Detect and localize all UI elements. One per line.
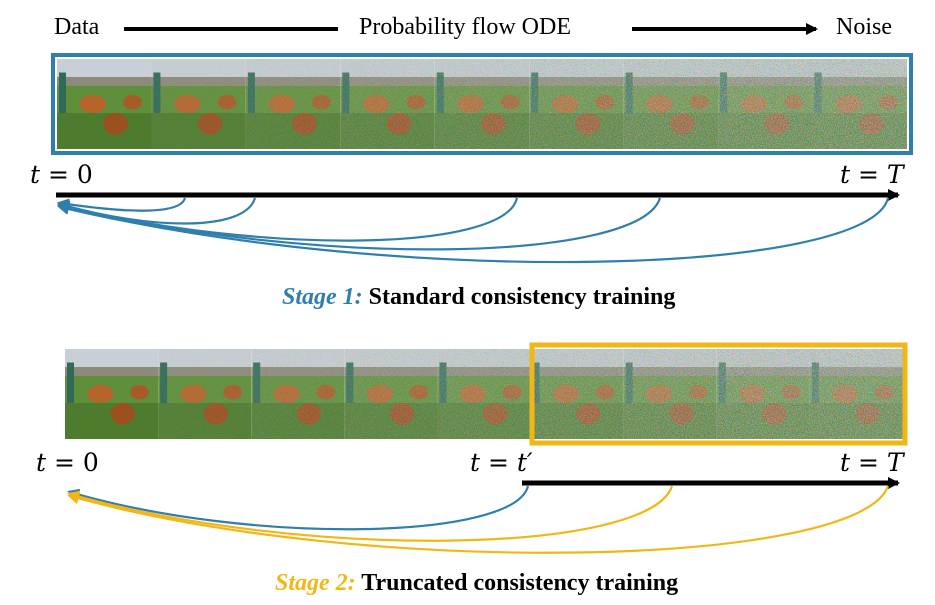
stage1-image-strip <box>57 59 907 149</box>
stage1-image-frame-2 <box>151 59 246 149</box>
probability-flow-ode-label: Probability flow ODE <box>359 14 571 40</box>
stage1-t-T-label: t = T <box>840 160 904 189</box>
stage2-arrow-1 <box>67 485 674 542</box>
stage2-arrow-2 <box>67 485 890 554</box>
stage1-arrow-3 <box>57 197 519 242</box>
stage1-image-frame-5 <box>434 59 530 149</box>
stage2-image-strip <box>65 349 903 439</box>
stage2-t-T-label: t = T <box>840 448 904 477</box>
stage2-label: Stage 2: <box>275 570 356 596</box>
stage1-image-frame-8 <box>718 59 813 149</box>
stage2-image-frame-7 <box>623 349 717 439</box>
noise-label: Noise <box>836 14 892 40</box>
stage2-image-frame-8 <box>716 349 810 439</box>
stage2-caption-text: Truncated consistency training <box>361 570 679 596</box>
stage2-image-frame-6 <box>530 349 624 439</box>
stage2-image-frame-3 <box>251 349 345 439</box>
stage1-arrow-4 <box>57 197 662 251</box>
stage1-arrow-1 <box>57 197 187 212</box>
stage1-caption: Stage 1: Standard consistency training <box>282 284 675 311</box>
stage1-frame <box>51 53 913 155</box>
stage2-t-zero-label: t = 0 <box>36 448 99 477</box>
stage2-t-prime-label: t = t′ <box>470 448 533 477</box>
stage1-t-zero-label: t = 0 <box>30 160 93 189</box>
stage1-image-frame-7 <box>623 59 719 149</box>
stage2-consistency-arrows <box>67 485 890 554</box>
stage1-arrow-5 <box>57 197 890 264</box>
stage2-image-frame-9 <box>809 349 903 439</box>
stage1-image-frame-3 <box>245 59 341 149</box>
stage1-image-frame-1 <box>57 59 152 149</box>
stage1-image-frame-4 <box>340 59 435 149</box>
stage2-image-frame-1 <box>65 349 159 439</box>
stage2-image-frame-4 <box>344 349 438 439</box>
stage1-image-frame-6 <box>529 59 624 149</box>
stage1-image-frame-9 <box>812 59 907 149</box>
stage1-label: Stage 1: <box>282 284 363 310</box>
data-label: Data <box>54 14 100 40</box>
stage2-arrow-boundary <box>67 485 530 531</box>
stage2-image-frame-5 <box>437 349 531 439</box>
stage1-consistency-arrows <box>57 197 890 264</box>
stage2-caption: Stage 2: Truncated consistency training <box>275 570 678 597</box>
stage2-truncation-frame <box>529 342 908 446</box>
stage1-caption-text: Standard consistency training <box>368 284 676 310</box>
stage2-image-frame-2 <box>158 349 252 439</box>
